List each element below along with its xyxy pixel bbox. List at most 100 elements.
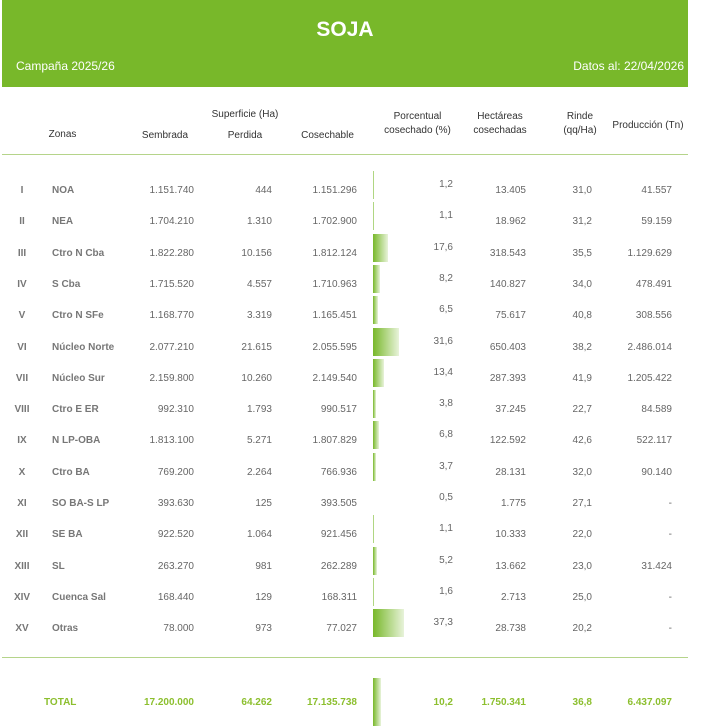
cell-cosechable: 262.289 (320, 560, 357, 572)
cell-num: II (19, 216, 25, 228)
cell-rinde: 38,2 (572, 341, 592, 353)
cell-cosechable: 766.936 (320, 466, 357, 478)
cell-hectareas: 1.775 (500, 498, 526, 509)
col-porcentual: Porcentual cosechado (%) (384, 111, 451, 136)
cell-hectareas: 13.405 (495, 185, 526, 196)
cell-zona: SO BA-S LP (52, 498, 110, 509)
cell-perdida: 1.064 (246, 529, 272, 541)
cell-sembrada: 922.520 (157, 529, 194, 541)
cell-hectareas: 28.738 (495, 623, 526, 635)
cell-produccion: 2.486.014 (627, 341, 673, 353)
cell-hectareas: 2.713 (500, 591, 526, 603)
cell-zona: Cuenca Sal (52, 591, 106, 603)
cell-cosechable: 77.027 (326, 623, 357, 635)
col-group-superficie: Superficie (Ha) (211, 109, 279, 120)
cell-perdida: 10.260 (241, 372, 272, 384)
cell-num: XIV (13, 591, 31, 603)
cell-zona: Otras (52, 623, 79, 635)
cell-rinde: 20,2 (572, 623, 592, 635)
pct-bar (373, 577, 375, 606)
col-zonas: Zonas (48, 129, 77, 140)
cell-rinde: 22,0 (572, 529, 592, 541)
cell-rinde: 25,0 (572, 591, 592, 603)
cell-produccion: 308.556 (635, 310, 672, 322)
cell-num: IX (17, 435, 27, 447)
cell-pct: 5,2 (439, 554, 453, 566)
cell-perdida: 973 (255, 623, 272, 635)
cell-produccion: - (668, 529, 672, 541)
cell-num: VII (15, 372, 29, 384)
cell-produccion: 6.437.097 (627, 697, 673, 708)
cell-zona: Ctro N Cba (52, 247, 105, 259)
cell-sembrada: 1.822.280 (149, 247, 195, 259)
cell-zona: Ctro N SFe (52, 310, 104, 322)
cell-pct: 13,4 (433, 366, 453, 378)
cell-produccion: 1.129.629 (627, 247, 673, 259)
cell-sembrada: 1.813.100 (149, 435, 195, 447)
cell-hectareas: 75.617 (495, 310, 526, 322)
cell-cosechable: 2.149.540 (312, 372, 358, 384)
cell-perdida: 21.615 (241, 341, 272, 353)
cell-pct: 3,7 (439, 460, 453, 472)
cell-perdida: 444 (255, 185, 272, 196)
cell-perdida: 5.271 (246, 435, 272, 447)
cell-hectareas: 10.333 (495, 529, 526, 541)
pct-bar (373, 264, 380, 293)
cell-produccion: - (668, 498, 672, 509)
cell-perdida: 125 (255, 498, 272, 509)
cell-zona: Núcleo Norte (52, 341, 115, 353)
cell-cosechable: 17.135.738 (306, 697, 357, 708)
cell-rinde: 35,5 (572, 247, 592, 259)
cell-cosechable: 168.311 (321, 591, 357, 603)
cell-rinde: 27,1 (572, 498, 592, 509)
pct-bar (373, 546, 378, 575)
cell-rinde: 22,7 (572, 404, 592, 416)
cell-rinde: 42,6 (572, 435, 592, 447)
cell-zona: Núcleo Sur (52, 372, 105, 384)
cell-num: VIII (14, 404, 30, 416)
cell-cosechable: 1.812.124 (312, 247, 358, 259)
cell-perdida: 981 (255, 560, 272, 572)
cell-hectareas: 37.245 (495, 404, 526, 416)
cell-sembrada: 393.630 (157, 498, 194, 509)
header-divider (2, 154, 688, 155)
cell-rinde: 32,0 (572, 466, 592, 478)
cell-pct: 6,5 (439, 304, 453, 316)
cell-perdida: 1.793 (246, 404, 272, 416)
cell-produccion: - (668, 623, 672, 635)
cell-hectareas: 650.403 (489, 341, 526, 353)
cell-hectareas: 122.592 (489, 435, 526, 447)
cell-cosechable: 1.151.296 (312, 185, 358, 196)
cell-hectareas: 18.962 (495, 216, 526, 228)
pct-bar (373, 171, 374, 199)
cell-cosechable: 2.055.595 (312, 341, 358, 353)
pct-bar (373, 609, 404, 638)
cell-perdida: 10.156 (241, 247, 272, 259)
cell-num: IV (17, 278, 27, 290)
cell-rinde: 41,9 (572, 372, 592, 384)
col-cosechable: Cosechable (301, 130, 354, 141)
cell-sembrada: 168.440 (157, 591, 194, 603)
cell-zona: NEA (52, 216, 74, 228)
cell-perdida: 4.557 (246, 278, 272, 290)
cell-hectareas: 140.827 (489, 278, 526, 290)
cell-pct: 1,1 (439, 523, 453, 535)
col-hectareas: Hectáreas cosechadas (473, 111, 527, 136)
pct-bar (373, 202, 374, 231)
cell-produccion: 31.424 (641, 560, 672, 572)
cell-num: V (18, 310, 26, 322)
cell-sembrada: 1.704.210 (149, 216, 195, 228)
cell-cosechable: 990.517 (320, 404, 357, 416)
cell-rinde: 40,8 (572, 310, 592, 322)
campaign-label: Campaña 2025/26 (16, 59, 115, 73)
cell-hectareas: 1.750.341 (481, 697, 527, 708)
cell-pct: 6,8 (439, 429, 453, 441)
cell-hectareas: 28.131 (495, 466, 526, 478)
cell-sembrada: 992.310 (157, 404, 194, 416)
cell-rinde: 31,2 (572, 216, 592, 228)
cell-num: XIII (14, 560, 30, 572)
cell-pct: 37,3 (433, 617, 453, 629)
total-divider (2, 657, 688, 658)
cell-zona: Ctro BA (52, 466, 90, 478)
total-pct-bar (373, 678, 382, 726)
